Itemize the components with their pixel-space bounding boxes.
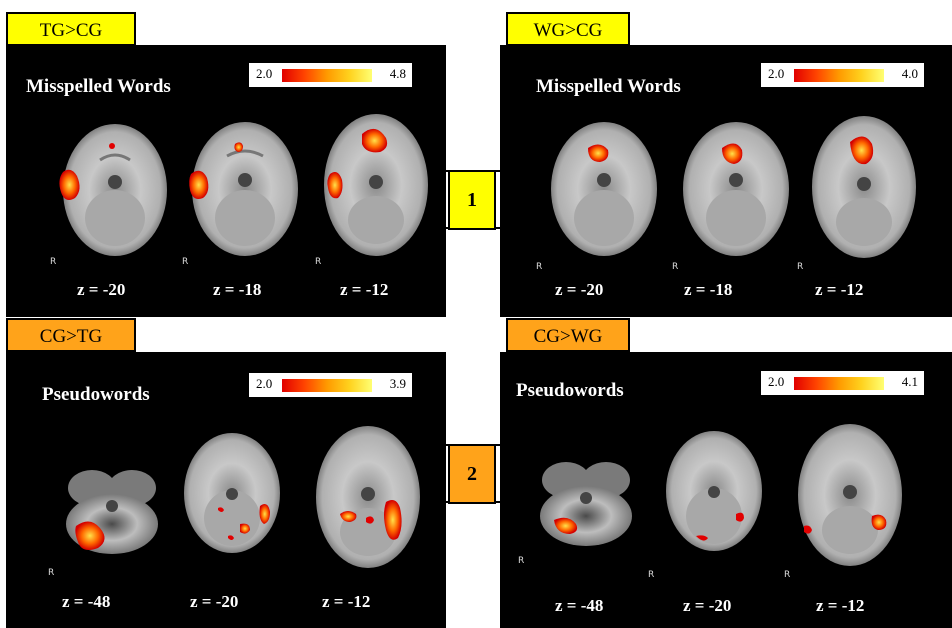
activation-blob: [75, 521, 105, 550]
activation-blob: [109, 143, 115, 149]
scale-max: 3.9: [389, 376, 406, 391]
activation-blob: [850, 136, 874, 165]
r-marker: R: [518, 556, 525, 566]
color-scale: 2.0 4.0: [760, 62, 925, 88]
z-label: z = -18: [213, 280, 262, 299]
activation-blob: [327, 172, 343, 199]
r-marker: R: [315, 257, 322, 267]
z-label: z = -48: [555, 596, 604, 615]
activation-blob: [588, 144, 609, 162]
activation-blob: [362, 128, 388, 153]
z-label: z = -20: [683, 596, 732, 615]
brain-slice: [184, 433, 280, 553]
brain-slice: [189, 122, 298, 256]
panel-title: Pseudowords: [516, 380, 624, 401]
color-scale: 2.0 4.1: [760, 370, 925, 396]
activation-blob: [259, 504, 270, 524]
contrast-tag-cg-tg: CG>TG: [6, 318, 136, 352]
brain-slice: [316, 426, 420, 568]
activation-blob: [340, 511, 357, 522]
scale-gradient: [794, 377, 884, 390]
activation-blob: [366, 516, 374, 524]
activation-blob: [189, 170, 209, 199]
z-label: z = -20: [555, 280, 604, 299]
z-label: z = -12: [815, 280, 864, 299]
contrast-tag-wg-cg: WG>CG: [506, 12, 630, 46]
scale-min: 2.0: [768, 66, 785, 81]
contrast-tag-tg-cg: TG>CG: [6, 12, 136, 46]
brain-slice: [798, 424, 902, 566]
panel-title: Misspelled Words: [536, 76, 681, 97]
activation-blob: [218, 507, 224, 512]
r-marker: R: [648, 570, 655, 580]
activation-blob: [384, 500, 402, 540]
brain-slice: [540, 462, 632, 546]
activation-blob: [736, 512, 744, 522]
scale-gradient: [282, 379, 372, 392]
row-marker-1: 1: [448, 170, 496, 230]
color-scale: 2.0 4.8: [248, 62, 413, 88]
scale-gradient: [794, 69, 884, 82]
z-label: z = -20: [190, 592, 239, 611]
activation-blob: [234, 142, 243, 152]
row-marker-2: 2: [448, 444, 496, 504]
brain-slice: [324, 114, 428, 256]
scale-min: 2.0: [256, 376, 273, 391]
r-marker: R: [672, 262, 679, 272]
panel-title: Pseudowords: [42, 384, 150, 405]
brain-slice: [59, 124, 167, 256]
z-label: z = -48: [62, 592, 111, 611]
scale-min: 2.0: [256, 66, 273, 81]
activation-blob: [240, 523, 250, 534]
r-marker: R: [536, 262, 543, 272]
activation-blob: [59, 169, 80, 200]
z-label: z = -12: [340, 280, 389, 299]
activation-blob: [696, 535, 708, 541]
scale-min: 2.0: [768, 374, 785, 389]
activation-blob: [554, 517, 578, 534]
activation-blob: [871, 514, 887, 530]
z-label: z = -18: [684, 280, 733, 299]
r-marker: R: [48, 568, 55, 578]
panel-title: Misspelled Words: [26, 76, 171, 97]
r-marker: R: [182, 257, 189, 267]
contrast-tag-cg-wg: CG>WG: [506, 318, 630, 352]
z-label: z = -12: [816, 596, 865, 615]
brain-slice: [66, 470, 158, 554]
color-scale: 2.0 3.9: [248, 372, 413, 398]
r-marker: R: [50, 257, 57, 267]
scale-max: 4.8: [389, 66, 406, 81]
scale-max: 4.1: [901, 374, 918, 389]
r-marker: R: [784, 570, 791, 580]
scale-gradient: [282, 69, 372, 82]
scale-max: 4.0: [901, 66, 918, 81]
brain-slice: [812, 116, 916, 258]
brain-slice: [683, 122, 789, 256]
r-marker: R: [797, 262, 804, 272]
activation-blob: [228, 535, 234, 540]
brain-slice: [666, 431, 762, 551]
activation-blob: [722, 143, 743, 164]
z-label: z = -20: [77, 280, 126, 299]
z-label: z = -12: [322, 592, 371, 611]
activation-blob: [804, 525, 812, 534]
brain-slice: [551, 122, 657, 256]
